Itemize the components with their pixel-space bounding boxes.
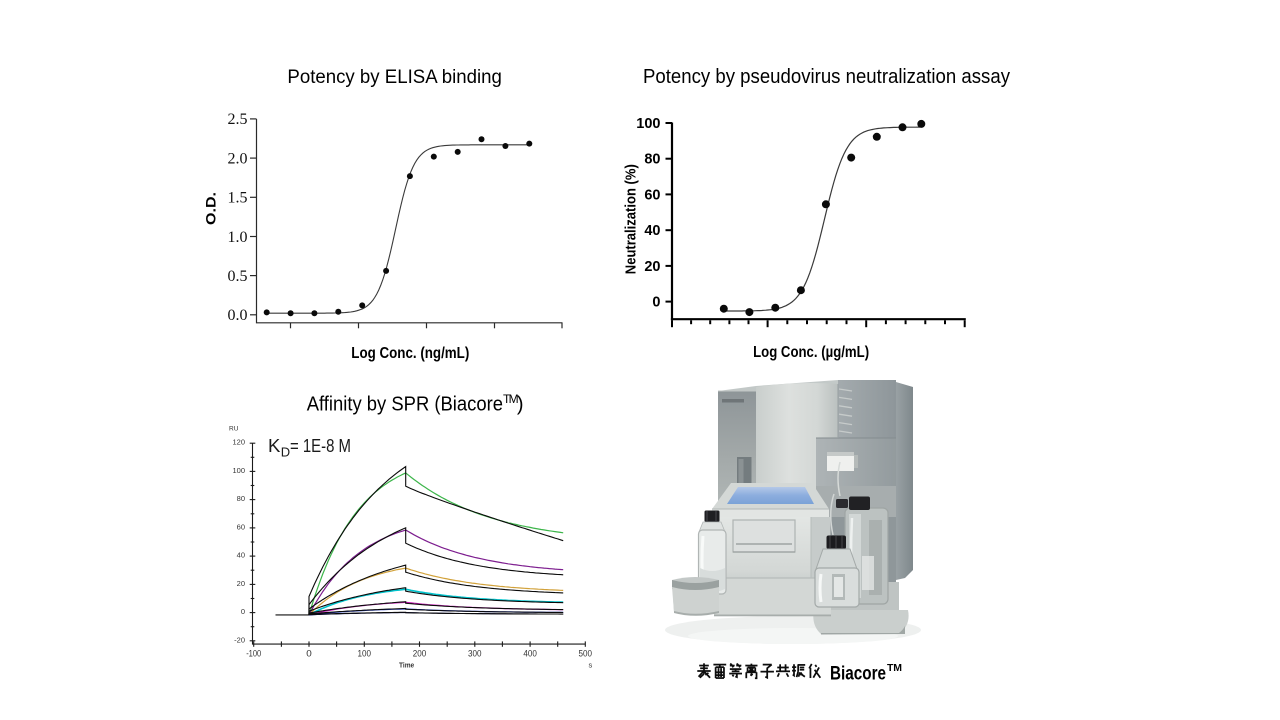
svg-text:Biacore: Biacore — [830, 664, 886, 685]
svg-text:100: 100 — [232, 466, 245, 475]
svg-text:40: 40 — [644, 223, 660, 239]
svg-text:Time: Time — [399, 660, 414, 669]
svg-text:Potency by pseudovirus neutral: Potency by pseudovirus neutralization as… — [643, 66, 1010, 88]
svg-text:1.0: 1.0 — [228, 229, 248, 246]
svg-text:100: 100 — [358, 649, 372, 659]
svg-text:Log Conc. (µg/mL): Log Conc. (µg/mL) — [753, 344, 869, 361]
svg-text:80: 80 — [644, 152, 660, 168]
svg-text:120: 120 — [232, 438, 245, 447]
svg-text:60: 60 — [237, 522, 245, 531]
svg-text:0: 0 — [241, 607, 245, 616]
svg-text:2.0: 2.0 — [228, 150, 248, 167]
svg-text:Log Conc. (ng/mL): Log Conc. (ng/mL) — [351, 345, 469, 362]
svg-text:= 1E-8 M: = 1E-8 M — [290, 435, 351, 456]
svg-text:RU: RU — [229, 426, 239, 433]
svg-text:200: 200 — [413, 649, 427, 659]
svg-text:400: 400 — [523, 649, 537, 659]
svg-text:Affinity by SPR (BiacoreTM): Affinity by SPR (BiacoreTM) — [307, 392, 524, 416]
svg-text:0.0: 0.0 — [228, 307, 248, 324]
svg-text:0: 0 — [306, 649, 312, 659]
svg-text:-20: -20 — [234, 635, 245, 644]
svg-text:2.5: 2.5 — [228, 111, 248, 128]
svg-text:500: 500 — [579, 649, 593, 659]
svg-text:300: 300 — [468, 649, 482, 659]
svg-text:20: 20 — [644, 259, 660, 275]
svg-text:80: 80 — [237, 494, 245, 503]
svg-text:Potency by ELISA binding: Potency by ELISA binding — [287, 67, 502, 88]
svg-text:D: D — [281, 445, 290, 460]
svg-text:20: 20 — [237, 579, 245, 588]
svg-text:O.D.: O.D. — [204, 192, 219, 225]
svg-text:100: 100 — [636, 116, 660, 132]
svg-text:TM: TM — [887, 662, 902, 674]
svg-text:-100: -100 — [246, 649, 261, 659]
svg-text:0.5: 0.5 — [228, 268, 248, 285]
svg-text:40: 40 — [237, 551, 245, 560]
svg-text:K: K — [268, 435, 281, 456]
svg-text:Neutralization (%): Neutralization (%) — [623, 164, 640, 274]
svg-text:0: 0 — [652, 295, 660, 311]
svg-text:s: s — [589, 660, 593, 669]
svg-text:1.5: 1.5 — [228, 190, 248, 207]
svg-text:60: 60 — [644, 187, 660, 203]
